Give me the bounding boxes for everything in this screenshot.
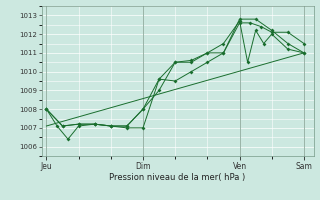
X-axis label: Pression niveau de la mer( hPa ): Pression niveau de la mer( hPa ) — [109, 173, 246, 182]
